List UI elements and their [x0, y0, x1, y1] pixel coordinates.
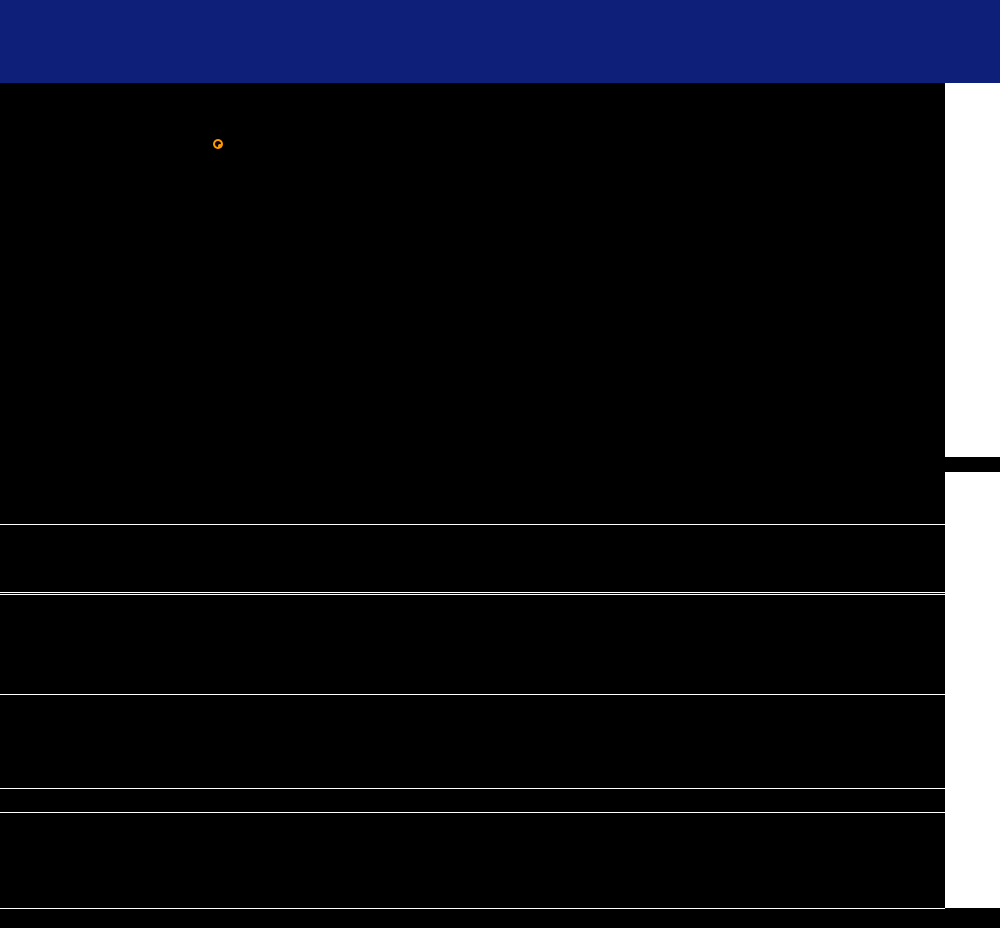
mountain-pane-canvas[interactable] [0, 813, 945, 908]
pane-separator[interactable] [0, 788, 945, 789]
pane-separator[interactable] [0, 592, 945, 593]
price-axis[interactable] [945, 83, 1000, 908]
pane-separator[interactable] [0, 812, 945, 813]
title-banner [0, 0, 1000, 83]
tenchi-point-icon [213, 139, 223, 149]
pane-separator[interactable] [0, 694, 945, 695]
pane-separator[interactable] [0, 524, 945, 525]
current-price-box [945, 457, 1000, 472]
tenchi-point-icon-dot [218, 144, 222, 148]
oscillator-pane-canvas[interactable] [0, 596, 945, 694]
histogram-pane-canvas[interactable] [0, 526, 945, 592]
oscillator-dx-pane-canvas[interactable] [0, 695, 945, 788]
main-price-chart-canvas[interactable] [0, 83, 945, 524]
pane-separator[interactable] [0, 908, 945, 909]
pane-separator[interactable] [0, 594, 945, 595]
time-axis[interactable] [0, 909, 1000, 928]
histogram-dx-pane-canvas[interactable] [0, 789, 945, 812]
